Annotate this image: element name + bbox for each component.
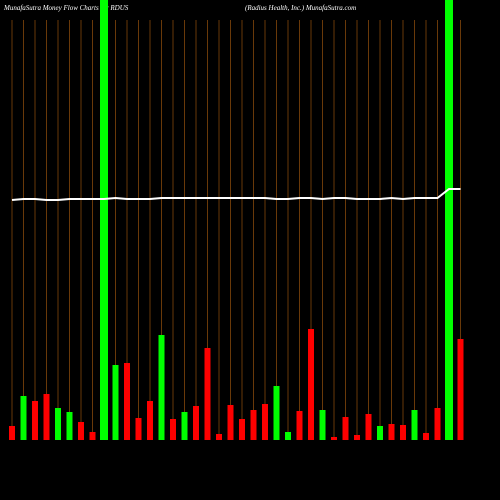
bar [204,348,211,440]
bar [9,426,15,440]
bar [181,412,188,440]
chart-subtitle: (Radius Health, Inc.) MunafaSutra.com [245,4,356,12]
bar [227,405,234,440]
bar [216,434,222,440]
bar [20,396,27,440]
bar [193,406,199,440]
bar [55,408,61,440]
bar [365,414,372,440]
bar [78,422,84,440]
bar [112,365,119,440]
bar [43,394,50,440]
bar [170,419,176,440]
highlight-band [100,0,108,440]
bar [66,412,73,440]
bar [89,432,96,440]
bar [342,417,349,440]
bar [411,410,418,440]
bar [239,419,245,440]
bar [285,432,291,440]
bar [319,410,326,440]
bar [124,363,130,440]
bar [32,401,38,440]
money-flow-line [11,188,461,201]
bar [158,335,165,440]
highlight-band [445,0,453,440]
chart-title: MunafaSutra Money Flow Charts for RDUS [3,4,129,12]
bar [331,437,337,440]
bar [377,426,383,440]
bar [434,408,441,440]
bar [388,424,395,440]
bar [457,339,464,440]
bar [423,433,429,440]
bar [296,411,303,440]
bar [135,418,142,440]
bar [250,410,257,440]
bar [273,386,280,440]
bar [400,425,406,440]
bar [147,401,153,440]
bar [308,329,314,440]
bar [354,435,360,440]
bar [262,404,268,440]
